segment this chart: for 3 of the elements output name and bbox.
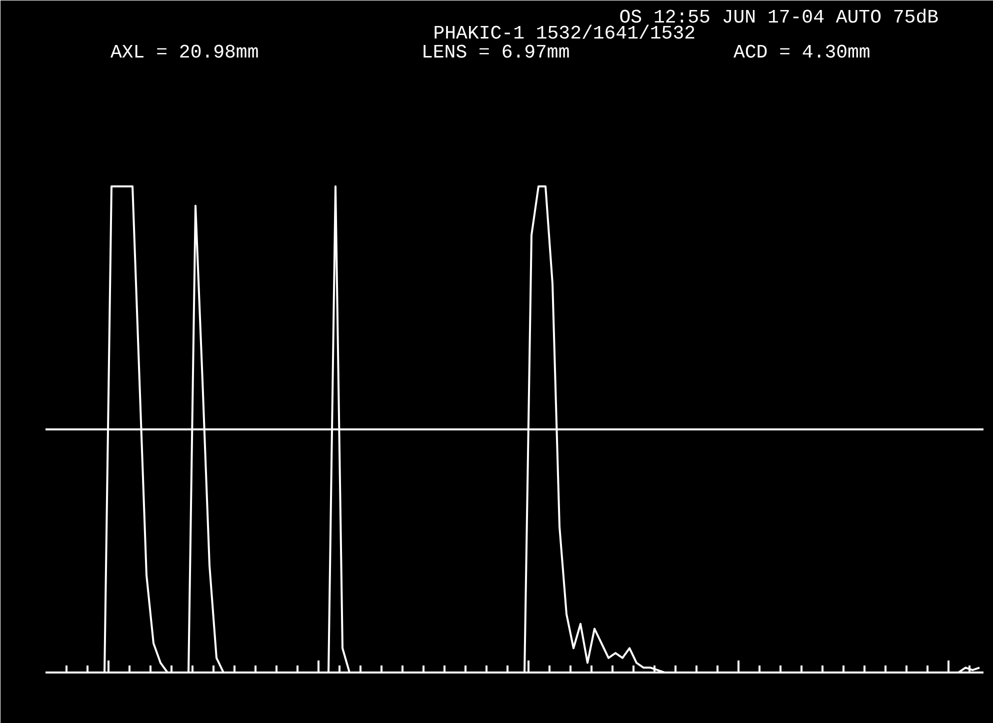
- text: LENS = 6.97mm: [422, 42, 570, 64]
- text: ACD = 4.30mm: [734, 42, 870, 64]
- text: AXL = 20.98mm: [110, 42, 259, 64]
